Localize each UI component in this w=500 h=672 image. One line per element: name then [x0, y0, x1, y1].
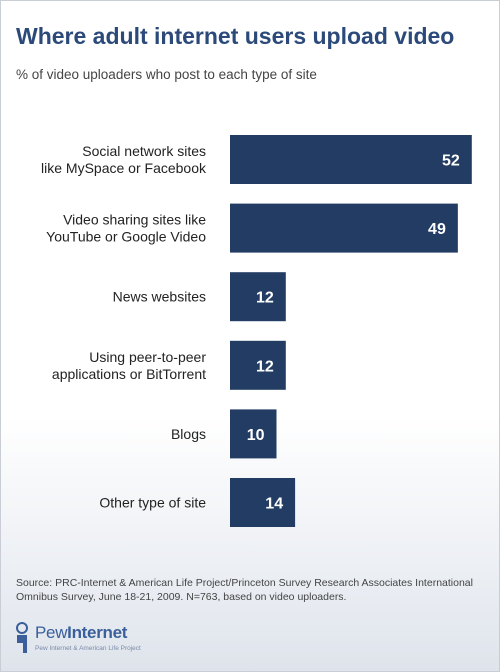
category-label-line: Other type of site [99, 495, 206, 511]
category-label-4: Blogs [171, 426, 206, 442]
chart-subtitle: % of video uploaders who post to each ty… [16, 67, 317, 82]
logo-wordmark: PewInternet [35, 623, 127, 643]
logo-tagline: Pew Internet & American Life Project [35, 645, 141, 652]
category-label-line: like MySpace or Facebook [41, 160, 207, 176]
person-icon [16, 622, 28, 653]
category-label-line: Using peer-to-peer [89, 349, 206, 365]
category-label-3: Using peer-to-peer applications or BitTor… [52, 349, 206, 382]
chart-title: Where adult internet users upload video [16, 23, 455, 49]
bar-value-label-2: 12 [256, 290, 274, 307]
category-label-line: Blogs [171, 426, 206, 442]
category-label-0: Social network sites like MySpace or Face… [41, 143, 207, 176]
bar-value-label-0: 52 [442, 153, 460, 170]
bar-value-label-1: 49 [428, 221, 446, 238]
bar-value-label-5: 14 [265, 496, 283, 513]
pew-internet-logo: PewInternet Pew Internet & American Life… [15, 619, 155, 663]
category-label-line: YouTube or Google Video [46, 229, 206, 245]
bar-4 [230, 409, 277, 459]
category-label-line: News websites [113, 289, 206, 305]
bar-3 [230, 340, 286, 390]
source-note: Source: PRC-Internet & American Life Pro… [16, 577, 473, 603]
bar-chart: 52 Social network sites like MySpace or Fa… [41, 135, 472, 527]
bar-value-label-4: 10 [247, 427, 265, 444]
category-label-1: Video sharing sites like YouTube or Googl… [46, 212, 206, 245]
category-label-line: Social network sites [82, 143, 206, 159]
category-label-line: applications or BitTorrent [52, 366, 206, 382]
category-label-2: News websites [113, 289, 206, 305]
category-label-5: Other type of site [99, 495, 206, 511]
bar-value-label-3: 12 [256, 358, 274, 375]
logo-name-part2: Internet [67, 623, 128, 642]
bar-0 [230, 135, 472, 184]
logo-name-part1: Pew [35, 623, 68, 642]
category-label-line: Video sharing sites like [63, 212, 206, 228]
bar-2 [230, 272, 286, 322]
bar-1 [230, 203, 458, 253]
bar-5 [230, 478, 296, 527]
